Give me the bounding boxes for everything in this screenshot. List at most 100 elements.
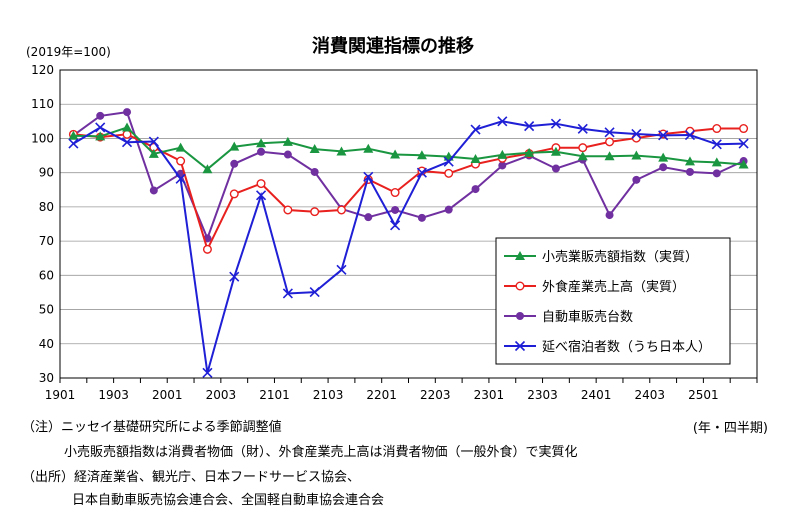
data-point — [336, 205, 346, 215]
data-point — [738, 138, 749, 149]
data-point — [390, 149, 401, 159]
x-tick-label: 2003 — [206, 388, 237, 402]
data-point — [363, 143, 374, 153]
data-point — [684, 156, 695, 166]
data-point — [498, 161, 507, 170]
data-point — [470, 124, 481, 135]
marker-stroke — [95, 122, 106, 133]
legend-box — [495, 237, 731, 365]
note-line-1: （注）ニッセイ基礎研究所による季節調整値 — [22, 420, 282, 435]
legend-label: 延べ宿泊者数（うち日本人） — [542, 339, 711, 355]
y-tick-label: 40 — [39, 337, 54, 351]
data-point — [282, 288, 293, 299]
data-point — [550, 146, 561, 156]
note-line-4: 日本自動車販売協会連合会、全国軽自動車協会連合会 — [72, 493, 385, 508]
marker-stroke — [336, 264, 347, 275]
data-point — [605, 211, 614, 220]
data-point — [123, 108, 132, 117]
data-point — [444, 205, 453, 214]
data-point — [711, 139, 722, 150]
data-point — [364, 213, 373, 222]
data-point — [390, 188, 400, 198]
x-tick-label: 2201 — [366, 388, 397, 402]
data-point — [309, 144, 320, 154]
marker-stroke — [470, 124, 481, 135]
data-point — [524, 147, 535, 157]
data-point — [550, 118, 562, 129]
x-axis-label: (年・四半期) — [693, 421, 768, 436]
y-tick-label: 60 — [39, 268, 54, 282]
data-point — [336, 264, 347, 275]
marker-stroke — [524, 121, 535, 132]
x-tick-label: 2403 — [634, 388, 665, 402]
data-point — [605, 137, 615, 147]
data-point — [336, 146, 347, 156]
axes: 30 40 50 60 70 80 90 100 110 120 1901 1903 2001 2003 2… — [31, 63, 758, 402]
data-point — [497, 116, 508, 127]
data-point — [229, 141, 240, 151]
marker-stroke — [711, 139, 722, 150]
x-tick-label: 1903 — [98, 388, 129, 402]
data-point — [659, 163, 668, 172]
marker-stroke — [148, 136, 159, 147]
data-point — [497, 149, 508, 159]
x-tick-label: 1901 — [45, 388, 76, 402]
marker-stroke — [363, 171, 374, 182]
marker-stroke — [604, 127, 615, 138]
marker-stroke — [514, 340, 526, 352]
y-tick-label: 120 — [31, 63, 54, 77]
data-point — [443, 156, 454, 167]
data-point — [283, 150, 292, 159]
data-point — [391, 205, 400, 214]
series-line — [73, 127, 744, 253]
data-point — [551, 164, 560, 173]
data-point — [712, 124, 722, 134]
data-point — [122, 129, 132, 139]
data-point — [202, 367, 213, 378]
data-point — [255, 190, 267, 201]
legend-marker — [514, 340, 526, 352]
marker-stroke — [68, 138, 79, 149]
legend-item: 小売業販売額指数（実質） — [504, 249, 698, 265]
data-point — [416, 167, 427, 178]
marker-stroke — [121, 137, 133, 148]
data-point — [257, 147, 266, 156]
legend-marker — [515, 251, 525, 260]
marker-stroke — [390, 220, 401, 231]
data-point — [95, 131, 106, 141]
note-line-2: 小売販売額指数は消費者物価（財）、外食産業売上高は消費者物価（一般外食）で実質化 — [64, 445, 578, 460]
marker-stroke — [577, 123, 588, 134]
data-point — [577, 123, 588, 134]
data-point — [577, 151, 588, 161]
data-point — [631, 133, 641, 143]
legend-item: 延べ宿泊者数（うち日本人） — [504, 339, 711, 355]
data-point — [310, 207, 320, 217]
data-point — [121, 137, 133, 148]
data-point — [175, 142, 186, 152]
data-point — [283, 205, 293, 215]
x-tick-label: 2301 — [474, 388, 505, 402]
x-tick-label: 2101 — [259, 388, 290, 402]
data-point — [470, 153, 481, 163]
data-point — [68, 138, 79, 149]
data-point — [282, 136, 293, 146]
data-point — [684, 129, 696, 141]
marker-stroke — [416, 167, 427, 178]
legend-item: 自動車販売台数 — [504, 309, 633, 325]
note-line-3: （出所）経済産業省、観光庁、日本フードサービス協会、 — [22, 470, 361, 485]
data-point — [417, 213, 426, 222]
marker-stroke — [497, 116, 508, 127]
series-1 — [68, 122, 749, 174]
marker-stroke — [738, 138, 749, 149]
data-point — [363, 171, 374, 182]
data-point — [738, 159, 749, 169]
data-point — [256, 179, 266, 189]
marker-stroke — [684, 129, 696, 141]
marker-stroke — [443, 156, 454, 167]
data-point — [148, 136, 159, 147]
data-point — [524, 121, 535, 132]
data-point — [230, 159, 239, 168]
data-point — [685, 167, 694, 176]
data-point — [309, 287, 320, 298]
